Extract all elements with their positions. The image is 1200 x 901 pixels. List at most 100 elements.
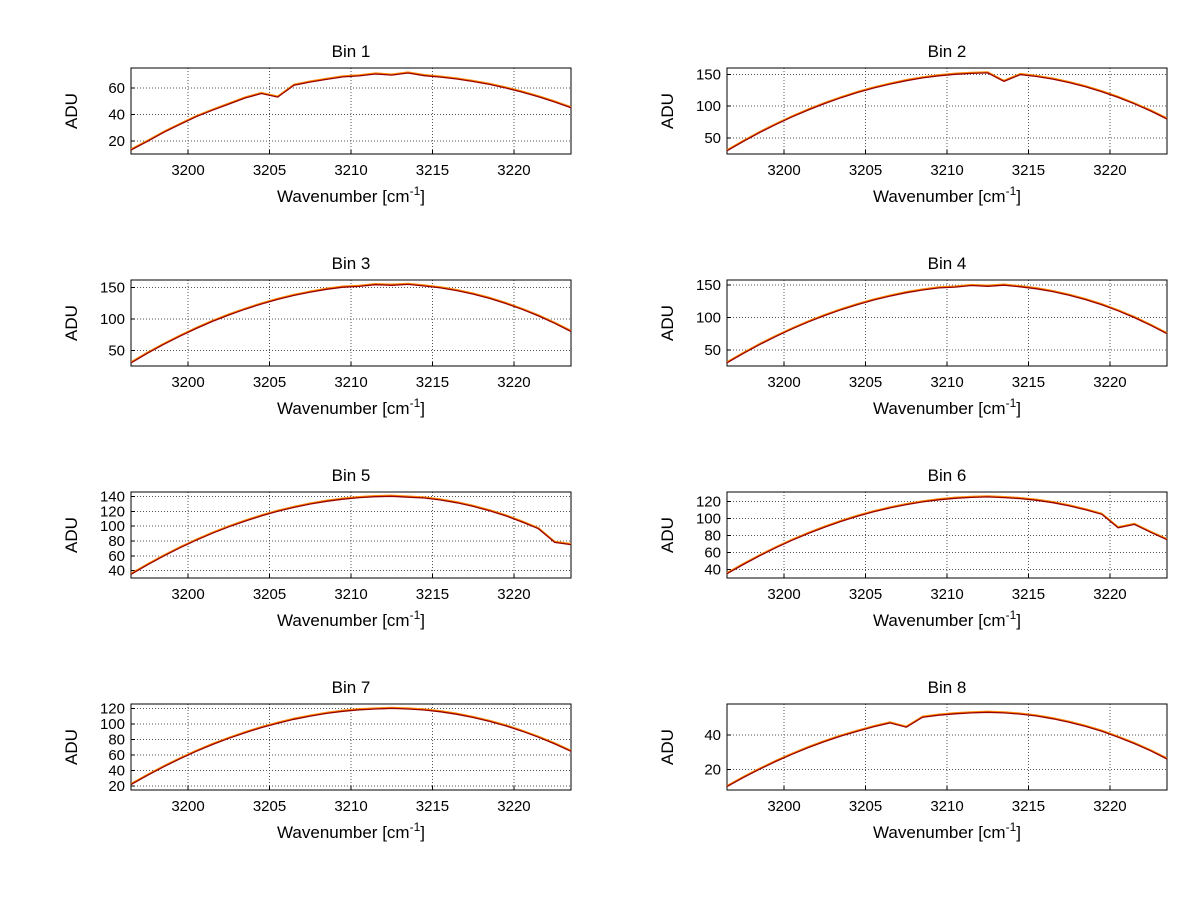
y-axis-label: ADU	[658, 729, 677, 765]
x-tick-label: 3220	[1093, 798, 1126, 815]
y-tick-label: 40	[704, 727, 721, 744]
x-tick-label: 3210	[930, 586, 963, 603]
x-tick-label: 3200	[171, 798, 204, 815]
y-tick-label: 20	[704, 761, 721, 778]
plot-title: Bin 6	[927, 466, 967, 485]
y-tick-label: 100	[100, 311, 125, 328]
x-tick-label: 3215	[416, 374, 449, 391]
plot-canvas: 3200 3205 3210 3215 3220 50 100 150 ADU Wavenumbe…	[658, 277, 1168, 418]
y-tick-label: 50	[108, 342, 125, 359]
x-axis-label: Wavenumber [cm-1]	[277, 396, 425, 418]
y-tick-label: 40	[108, 106, 125, 123]
x-tick-label: 3200	[171, 586, 204, 603]
y-axis-label: ADU	[658, 517, 677, 553]
x-tick-label: 3200	[171, 374, 204, 391]
plot-canvas: 3200 3205 3210 3215 3220 50 100 150 ADU Wavenumbe…	[658, 66, 1168, 206]
x-tick-label: 3205	[849, 162, 882, 179]
y-tick-label: 100	[696, 98, 721, 115]
x-tick-label: 3220	[1093, 374, 1126, 391]
y-tick-label: 20	[108, 133, 125, 150]
x-tick-label: 3210	[930, 374, 963, 391]
subplot-bin-5: Bin 5 3200 3205 3210 3215 3220 40 60 80 100 120 14…	[6, 466, 602, 678]
plot-title: Bin 7	[331, 678, 371, 697]
y-tick-label: 50	[704, 130, 721, 147]
data-line-dark-red	[130, 495, 572, 575]
subplot-bin-2: Bin 2 3200 3205 3210 3215 3220 50 100 150 ADU Wav…	[602, 42, 1198, 254]
y-tick-label: 40	[704, 561, 721, 578]
y-tick-label: 120	[696, 493, 721, 510]
y-tick-label: 60	[704, 544, 721, 561]
x-tick-label: 3210	[334, 798, 367, 815]
x-tick-label: 3210	[334, 586, 367, 603]
x-tick-label: 3210	[930, 162, 963, 179]
x-tick-label: 3215	[416, 162, 449, 179]
x-axis-label: Wavenumber [cm-1]	[873, 396, 1021, 418]
x-tick-label: 3200	[767, 374, 800, 391]
y-tick-label: 60	[108, 548, 125, 565]
plot-title: Bin 4	[927, 254, 967, 273]
x-tick-label: 3220	[497, 162, 530, 179]
y-axis-label: ADU	[62, 517, 81, 553]
x-tick-label: 3205	[253, 798, 286, 815]
x-axis-label: Wavenumber [cm-1]	[277, 820, 425, 842]
y-tick-label: 120	[100, 701, 125, 718]
x-tick-label: 3215	[1012, 374, 1045, 391]
y-tick-label: 80	[704, 527, 721, 544]
x-tick-label: 3200	[767, 798, 800, 815]
y-tick-label: 100	[100, 716, 125, 733]
data-line-dark-red	[726, 72, 1168, 152]
x-tick-label: 3210	[334, 162, 367, 179]
x-axis-label: Wavenumber [cm-1]	[277, 608, 425, 630]
y-tick-label: 150	[696, 277, 721, 294]
x-tick-label: 3200	[767, 586, 800, 603]
x-axis-label: Wavenumber [cm-1]	[277, 184, 425, 206]
y-tick-label: 100	[696, 510, 721, 527]
data-line-orange	[130, 71, 572, 150]
x-axis-label: Wavenumber [cm-1]	[873, 820, 1021, 842]
x-tick-label: 3205	[253, 162, 286, 179]
data-line-dark-red	[130, 707, 572, 786]
data-line-orange	[130, 706, 572, 785]
x-tick-label: 3215	[1012, 798, 1045, 815]
subplot-bin-3: Bin 3 3200 3205 3210 3215 3220 50 100 150 ADU Wav…	[6, 254, 602, 466]
x-tick-label: 3215	[416, 586, 449, 603]
plot-title: Bin 5	[331, 466, 371, 485]
x-tick-label: 3220	[1093, 162, 1126, 179]
y-tick-label: 60	[108, 80, 125, 97]
data-line-dark-red	[726, 284, 1168, 364]
x-tick-label: 3220	[497, 586, 530, 603]
plot-title: Bin 8	[927, 678, 967, 697]
x-tick-label: 3200	[767, 162, 800, 179]
x-tick-label: 3200	[171, 162, 204, 179]
x-tick-label: 3215	[416, 798, 449, 815]
y-tick-label: 40	[108, 763, 125, 780]
x-tick-label: 3210	[930, 798, 963, 815]
data-line-orange	[726, 283, 1168, 363]
y-tick-label: 80	[108, 732, 125, 749]
data-line-orange	[726, 710, 1168, 787]
y-axis-label: ADU	[62, 305, 81, 341]
y-axis-label: ADU	[62, 729, 81, 765]
data-line-orange	[130, 494, 572, 574]
x-axis-label: Wavenumber [cm-1]	[873, 608, 1021, 630]
y-tick-label: 150	[696, 66, 721, 83]
data-line-dark-red	[130, 283, 572, 364]
x-tick-label: 3205	[849, 374, 882, 391]
x-tick-label: 3215	[1012, 162, 1045, 179]
y-tick-label: 150	[100, 280, 125, 297]
y-axis-label: ADU	[658, 305, 677, 341]
y-tick-label: 20	[108, 778, 125, 795]
subplot-bin-8: Bin 8 3200 3205 3210 3215 3220 20 40 ADU Wavenum…	[602, 678, 1198, 890]
data-line-dark-red	[726, 496, 1168, 575]
x-tick-label: 3205	[849, 586, 882, 603]
x-tick-label: 3220	[1093, 586, 1126, 603]
x-tick-label: 3205	[253, 586, 286, 603]
plot-canvas: 3200 3205 3210 3215 3220 20 40 ADU Wavenumber [c…	[658, 703, 1168, 842]
plot-canvas: 3200 3205 3210 3215 3220 20 40 60 ADU Wavenumber …	[62, 67, 572, 206]
y-axis-label: ADU	[658, 93, 677, 129]
data-line-orange	[726, 71, 1168, 151]
